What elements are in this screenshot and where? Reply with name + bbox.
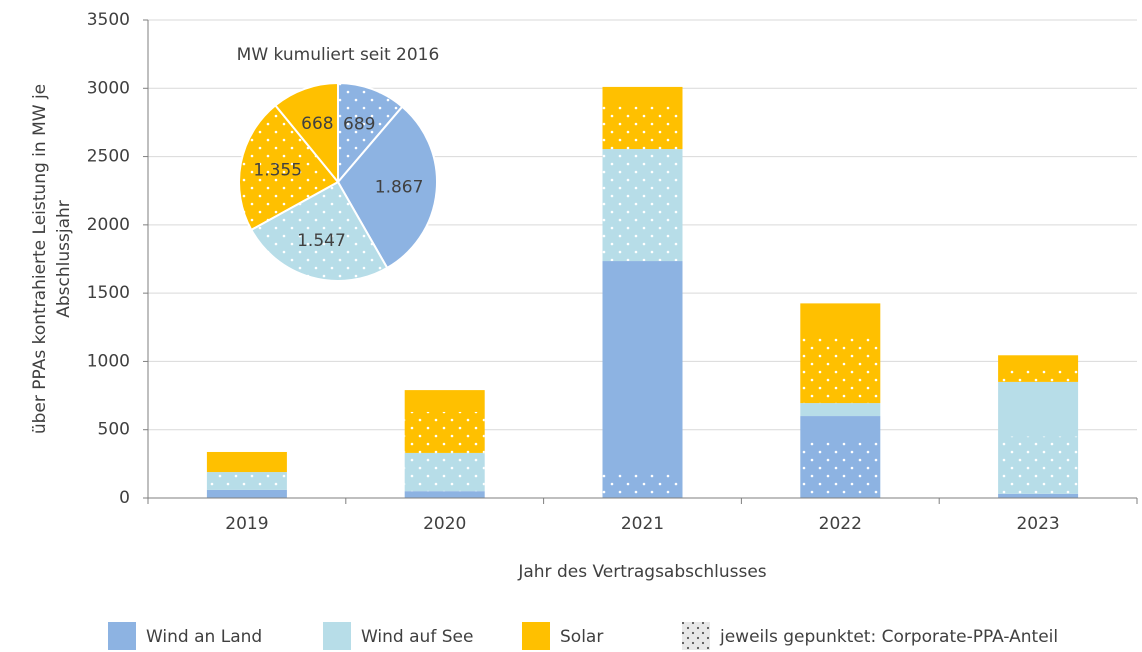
legend-swatch (108, 622, 136, 650)
corporate-share (206, 472, 287, 490)
bar-segment (206, 451, 287, 473)
corporate-share (998, 365, 1079, 382)
legend-label: Wind an Land (146, 627, 262, 647)
y-tick-label: 2000 (87, 215, 130, 235)
x-tick-label: 2020 (423, 514, 466, 534)
pie-title: MW kumuliert seit 2016 (237, 45, 440, 65)
y-tick-label: 2500 (87, 147, 130, 167)
legend-note: jeweils gepunktet: Corporate-PPA-Anteil (719, 627, 1058, 647)
legend-label: Solar (560, 627, 603, 647)
pie-label: 689 (343, 114, 375, 134)
y-axis-title: über PPAs kontrahierte Leistung in MW je (30, 84, 50, 434)
bar-segment (206, 489, 287, 498)
bar-segment (800, 403, 881, 417)
pie-slice-dots (251, 182, 388, 281)
legend-swatch (522, 622, 550, 650)
legend-swatch (682, 622, 710, 650)
pie-slice (336, 105, 438, 270)
y-tick-label: 0 (119, 488, 130, 508)
corporate-share (404, 452, 485, 492)
pie-label: 1.355 (253, 160, 302, 180)
y-tick-label: 1500 (87, 283, 130, 303)
y-tick-label: 1000 (87, 351, 130, 371)
corporate-share (800, 335, 881, 404)
bar-segment (998, 493, 1079, 498)
x-tick-label: 2023 (1016, 514, 1059, 534)
corporate-share (602, 102, 683, 150)
pie-label: 668 (301, 114, 333, 134)
corporate-share (998, 436, 1079, 494)
corporate-share (602, 149, 683, 262)
corporate-share (800, 439, 881, 498)
pie-label: 1.867 (375, 178, 424, 198)
x-tick-label: 2019 (225, 514, 268, 534)
x-tick-label: 2021 (621, 514, 664, 534)
pie-slice-dots (338, 83, 403, 182)
pie-label: 1.547 (297, 231, 346, 251)
y-tick-label: 3500 (87, 10, 130, 30)
pie-slice (273, 81, 339, 185)
y-tick-label: 500 (98, 420, 130, 440)
x-axis-title: Jahr des Vertragsabschlusses (517, 562, 766, 582)
bar-segment (404, 491, 485, 498)
legend-swatch (323, 622, 351, 650)
y-tick-label: 3000 (87, 78, 130, 98)
x-tick-label: 2022 (819, 514, 862, 534)
corporate-share (404, 411, 485, 453)
pie-slice-dots (239, 105, 338, 230)
bar-segment (602, 261, 683, 498)
corporate-share (602, 473, 683, 498)
y-axis-title: Abschlussjahr (54, 200, 74, 318)
legend-label: Wind auf See (361, 627, 473, 647)
